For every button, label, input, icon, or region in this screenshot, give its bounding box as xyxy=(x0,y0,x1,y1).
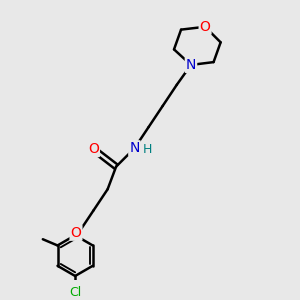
Text: N: N xyxy=(186,58,196,72)
Text: O: O xyxy=(200,20,211,34)
Text: N: N xyxy=(129,141,140,155)
Text: O: O xyxy=(88,142,99,156)
Text: H: H xyxy=(142,143,152,156)
Text: Cl: Cl xyxy=(69,286,81,299)
Text: O: O xyxy=(70,226,81,240)
